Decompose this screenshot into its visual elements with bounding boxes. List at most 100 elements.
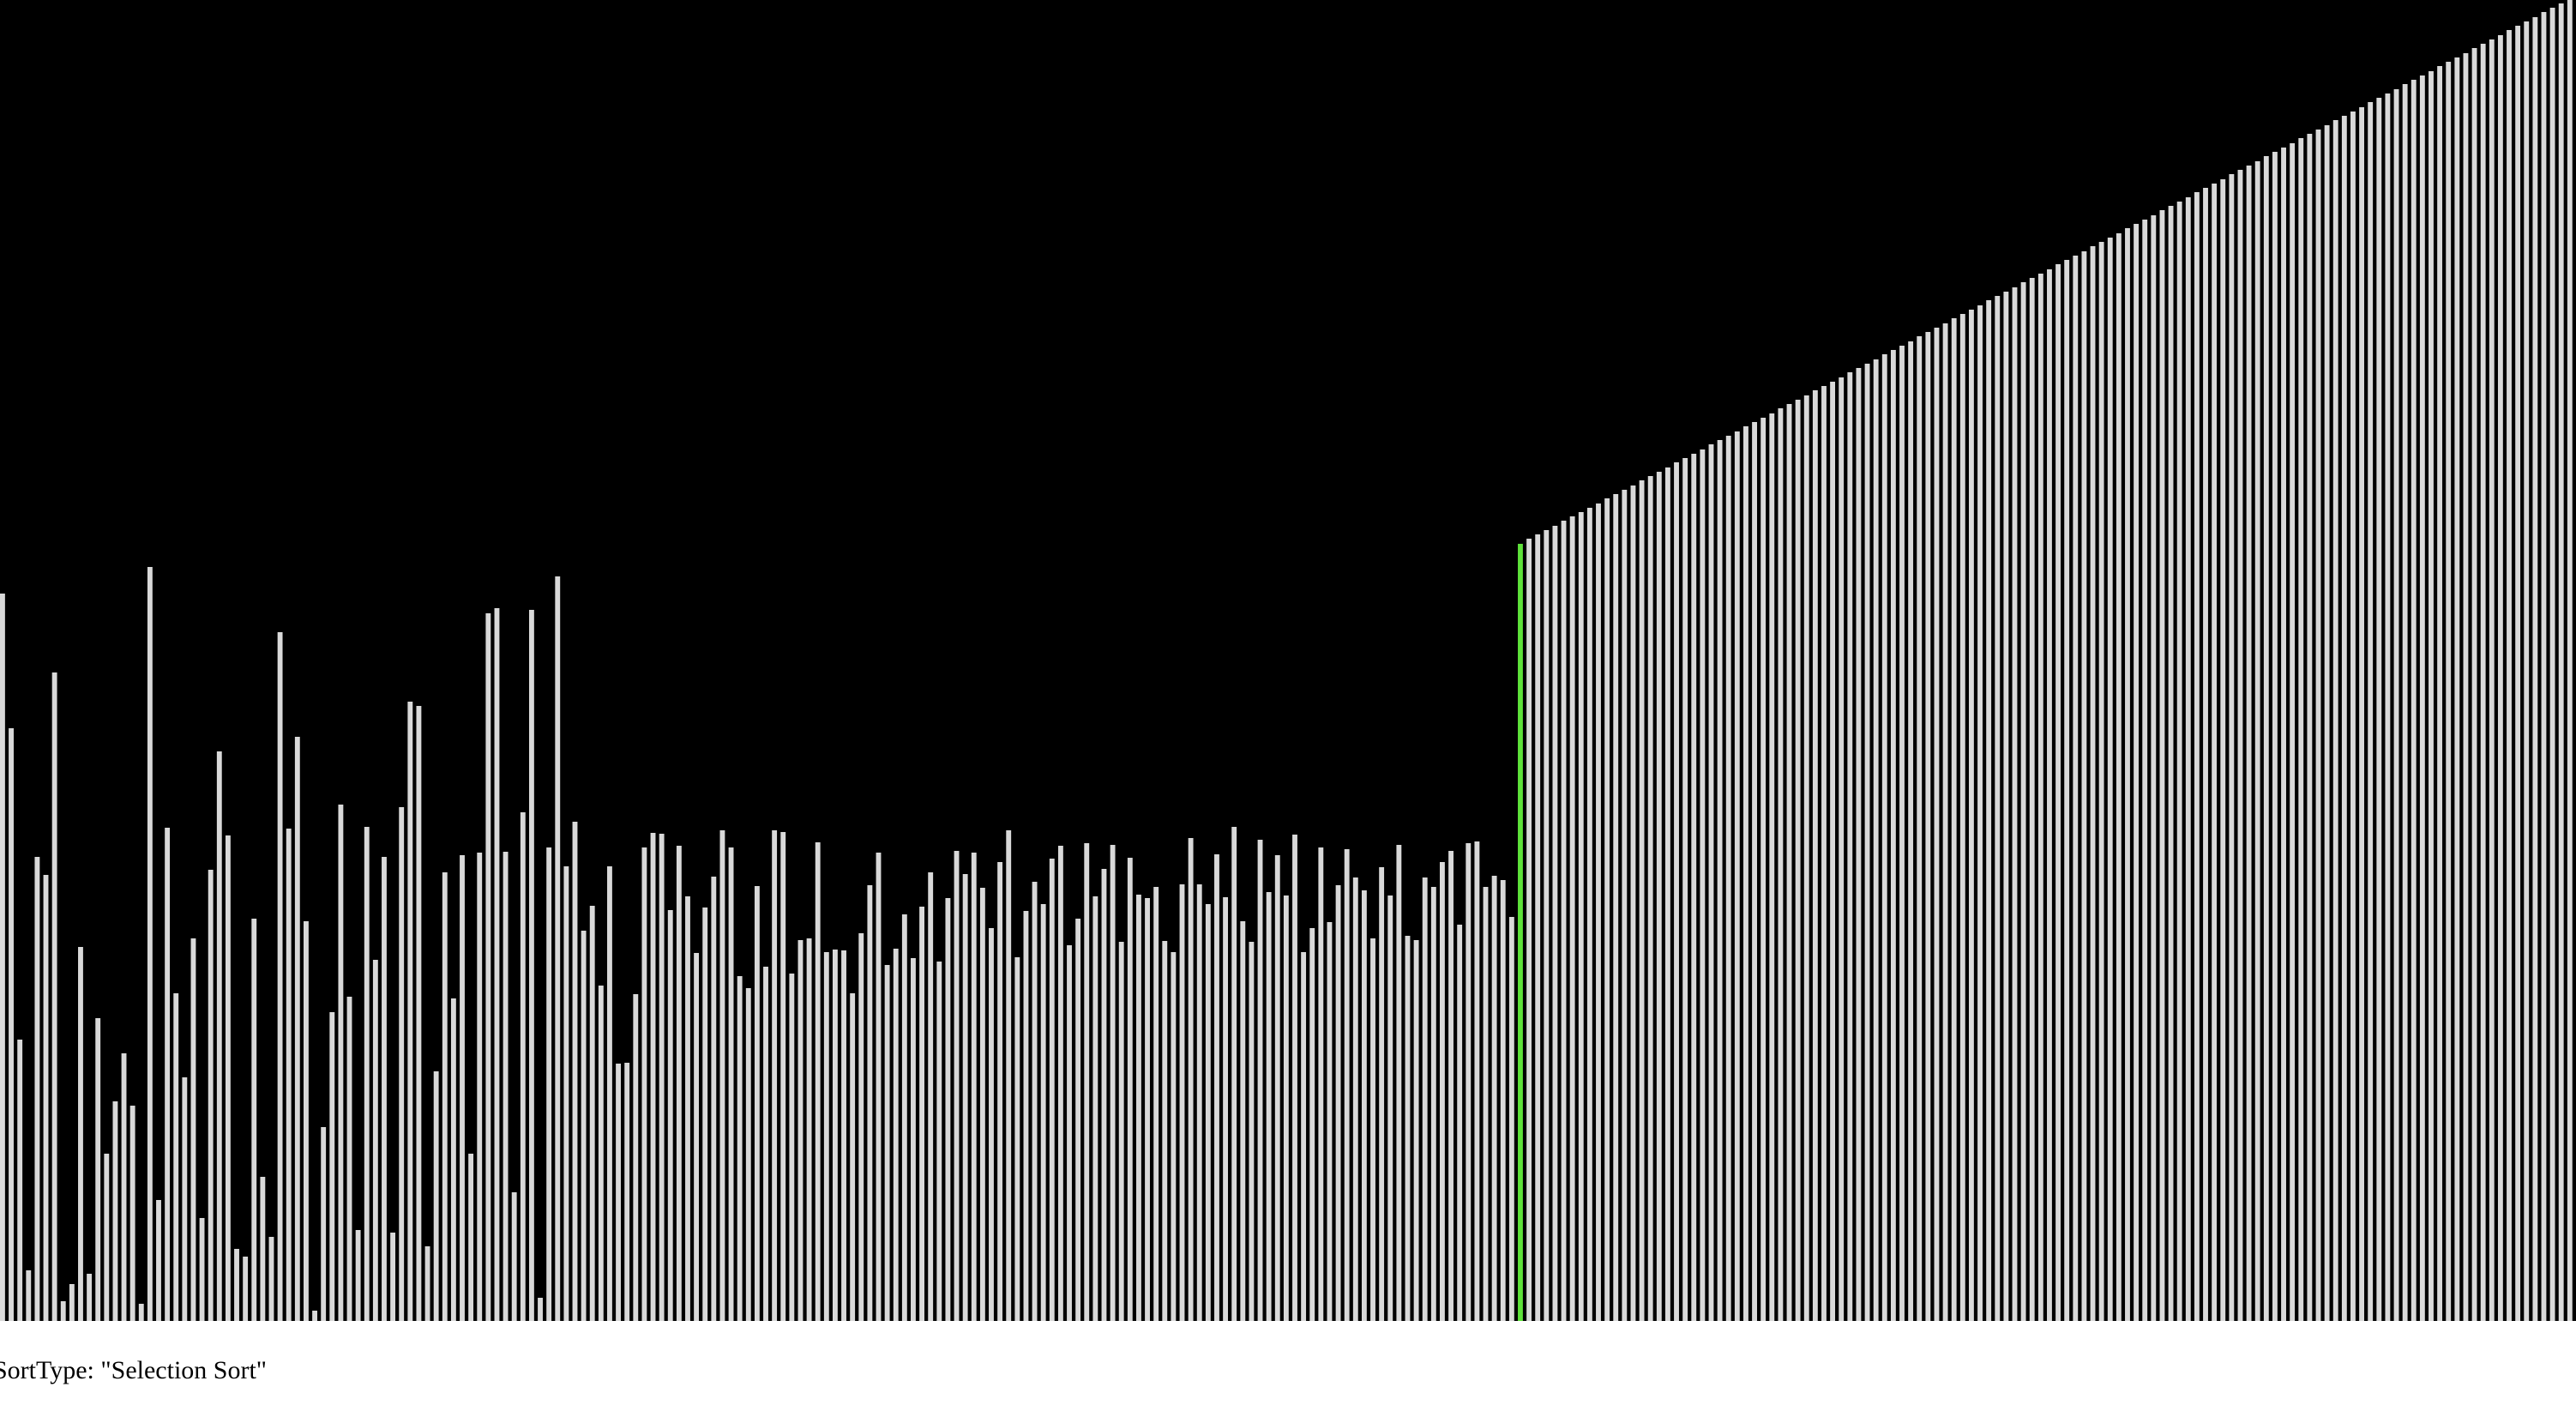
bar: [2037, 274, 2043, 1321]
bar: [2098, 242, 2104, 1321]
bar: [355, 1230, 361, 1321]
bar: [1014, 957, 1020, 1321]
bar: [1708, 444, 1714, 1321]
bar: [1630, 485, 1636, 1321]
bar: [1387, 895, 1393, 1321]
bar: [858, 933, 864, 1321]
bar: [650, 833, 656, 1321]
bar: [1430, 887, 1436, 1321]
bar: [26, 1270, 32, 1321]
bar: [338, 805, 344, 1321]
bar: [1856, 368, 1862, 1321]
bar: [1483, 887, 1489, 1321]
bar: [156, 1200, 161, 1321]
bar: [477, 853, 483, 1321]
bar: [2558, 3, 2564, 1321]
bar: [1205, 904, 1211, 1321]
bar: [1700, 449, 1706, 1321]
bar: [2142, 220, 2148, 1321]
bar: [572, 822, 578, 1321]
bar: [87, 1274, 93, 1321]
bar: [1604, 498, 1610, 1321]
bar: [2134, 224, 2140, 1321]
bar: [1301, 952, 1307, 1321]
bar: [216, 751, 222, 1321]
bar: [2055, 264, 2061, 1321]
bar: [2376, 98, 2382, 1321]
bar: [1188, 838, 1194, 1321]
bar: [1266, 892, 1272, 1321]
bar: [2237, 170, 2243, 1321]
bar: [251, 919, 257, 1321]
bar: [511, 1192, 517, 1321]
bar: [1283, 895, 1289, 1321]
bar: [979, 888, 985, 1321]
bar: [1440, 862, 1445, 1321]
bar: [1561, 521, 1567, 1321]
bar: [797, 940, 803, 1321]
bar: [528, 610, 534, 1321]
bar: [165, 828, 171, 1321]
bar: [2168, 206, 2174, 1321]
bar: [954, 851, 960, 1321]
bar: [702, 908, 708, 1321]
bar: [433, 1071, 439, 1321]
bar: [1942, 323, 1948, 1321]
bar: [2489, 39, 2495, 1321]
bar: [51, 672, 57, 1321]
bar: [823, 952, 829, 1321]
bar: [2003, 292, 2009, 1321]
bar: [1145, 898, 1150, 1321]
bar: [1908, 341, 1914, 1321]
bar: [2324, 125, 2330, 1321]
bar: [2419, 75, 2425, 1321]
bar: [2029, 278, 2035, 1321]
bar: [329, 1012, 335, 1321]
bar: [294, 737, 300, 1321]
bar: [694, 953, 700, 1321]
bar: [1118, 942, 1124, 1321]
bar: [382, 857, 387, 1321]
bar: [2429, 71, 2434, 1321]
bar: [2047, 269, 2052, 1321]
bar: [1890, 350, 1896, 1321]
bar: [2090, 246, 2096, 1321]
bar: [1839, 377, 1845, 1321]
bar: [1318, 847, 1324, 1321]
bar: [589, 906, 595, 1321]
bar: [1179, 884, 1185, 1321]
bar: [190, 938, 196, 1321]
bar: [1795, 400, 1801, 1321]
bar: [1569, 516, 1575, 1321]
bar: [1899, 346, 1905, 1321]
bar: [1023, 911, 1029, 1321]
bar: [424, 1246, 430, 1321]
bar: [1110, 845, 1116, 1321]
bar: [95, 1018, 101, 1321]
bar: [1986, 300, 1992, 1321]
bar: [919, 907, 924, 1321]
bar: [1691, 454, 1697, 1321]
bar: [0, 594, 5, 1321]
bar: [60, 1301, 66, 1321]
bar: [1535, 534, 1541, 1321]
bar: [763, 967, 768, 1321]
bar: [1717, 440, 1723, 1321]
bar: [936, 962, 942, 1321]
bar: [1812, 390, 1818, 1321]
bar: [43, 875, 49, 1321]
bar: [1622, 490, 1628, 1321]
bar: [1379, 867, 1385, 1321]
bar: [1249, 942, 1255, 1321]
bar: [1977, 305, 1983, 1321]
bar: [2229, 174, 2235, 1321]
bar: [346, 997, 352, 1321]
bar: [407, 702, 413, 1321]
bar: [1760, 418, 1766, 1321]
bar: [2020, 282, 2026, 1321]
bar: [1084, 843, 1090, 1321]
bar: [2159, 210, 2165, 1321]
bar: [390, 1233, 396, 1321]
bar: [1257, 840, 1263, 1321]
bar: [1361, 890, 1367, 1321]
